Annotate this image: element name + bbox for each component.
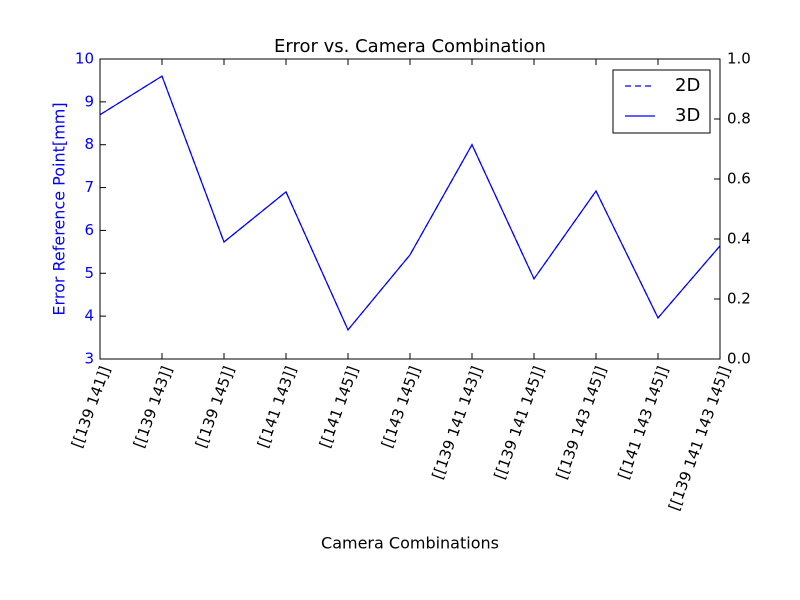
- y-tick-label: 8: [84, 135, 94, 153]
- series-line: [99, 75, 721, 331]
- legend-label: 3D: [675, 105, 700, 126]
- y2-tick-label: 0.4: [727, 230, 751, 248]
- y-tick-label: 10: [75, 50, 94, 68]
- y-tick-label: 7: [84, 178, 94, 196]
- y-tick-label: 4: [84, 307, 94, 325]
- plot-frame: [99, 58, 721, 360]
- y2-tick-label: 0.2: [727, 290, 751, 308]
- y2-tick-label: 0.0: [727, 350, 751, 368]
- x-tick-label: [[141 143 145]]: [614, 364, 672, 482]
- x-tick-label: [[143 145]]: [378, 364, 424, 450]
- y2-tick-label: 0.6: [727, 170, 751, 188]
- y2-tick-label: 1.0: [727, 50, 751, 68]
- y2-tick-label: 0.8: [727, 110, 751, 128]
- x-tick-label: [[139 143 145]]: [552, 364, 610, 482]
- y-axis-label: Error Reference Point[mm]: [50, 102, 69, 315]
- x-tick-label: [[139 145]]: [192, 364, 238, 450]
- y-tick-label: 6: [84, 221, 94, 239]
- series-line: [99, 75, 721, 331]
- x-tick-label: [[141 143]]: [254, 364, 300, 450]
- legend-box: [612, 69, 711, 134]
- y-tick-label: 5: [84, 264, 94, 282]
- x-tick-label: [[139 141 145]]: [490, 364, 548, 482]
- x-tick-label: [[139 141]]: [68, 364, 114, 450]
- y-tick-label: 3: [84, 350, 94, 368]
- x-tick-label: [[139 141 143 145]]: [665, 364, 734, 513]
- x-axis-label: Camera Combinations: [321, 534, 499, 553]
- x-tick-label: [[139 143]]: [130, 364, 176, 450]
- y-tick-label: 9: [84, 92, 94, 110]
- legend-label: 2D: [675, 75, 700, 96]
- x-tick-label: [[139 141 143]]: [428, 364, 486, 482]
- chart-title: Error vs. Camera Combination: [274, 36, 546, 57]
- x-tick-label: [[141 145]]: [316, 364, 362, 450]
